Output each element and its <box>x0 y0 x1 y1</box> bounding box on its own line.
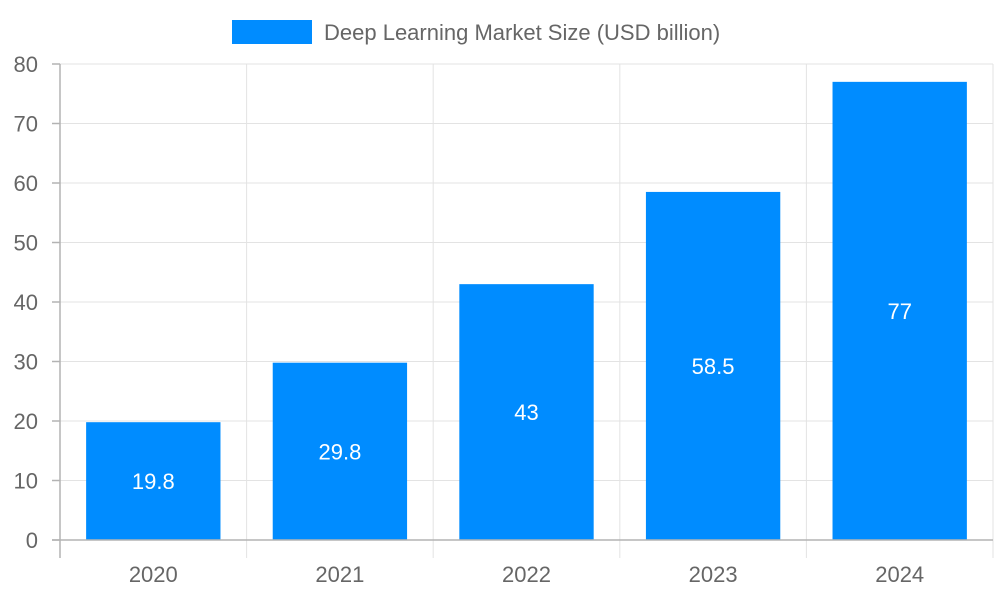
x-tick-label: 2020 <box>129 562 178 587</box>
data-label-2020: 19.8 <box>132 469 175 494</box>
data-label-2022: 43 <box>514 400 538 425</box>
legend-swatch <box>232 20 312 44</box>
y-tick-label: 10 <box>14 469 38 494</box>
axes <box>52 64 993 558</box>
y-tick-label: 60 <box>14 171 38 196</box>
bar-2020[interactable] <box>86 422 221 540</box>
x-tick-label: 2022 <box>502 562 551 587</box>
x-tick-label: 2024 <box>875 562 924 587</box>
y-tick-label: 80 <box>14 52 38 77</box>
x-tick-label: 2023 <box>689 562 738 587</box>
x-axis-ticks: 2020 2021 2022 2023 2024 <box>129 562 924 587</box>
bar-2022[interactable] <box>459 284 594 540</box>
data-label-2023: 58.5 <box>692 354 735 379</box>
legend: Deep Learning Market Size (USD billion) <box>232 20 720 45</box>
bar-2021[interactable] <box>272 362 408 540</box>
y-tick-label: 40 <box>14 290 38 315</box>
bar-2024[interactable] <box>832 81 967 540</box>
bars <box>86 81 967 541</box>
bar-2023[interactable] <box>645 191 781 541</box>
y-tick-label: 70 <box>14 112 38 137</box>
data-labels: 19.8 29.8 43 58.5 77 <box>132 299 912 494</box>
data-label-2024: 77 <box>887 299 911 324</box>
legend-label: Deep Learning Market Size (USD billion) <box>324 20 720 45</box>
data-label-2021: 29.8 <box>318 439 361 464</box>
y-tick-label: 0 <box>26 528 38 553</box>
x-tick-label: 2021 <box>315 562 364 587</box>
y-tick-label: 20 <box>14 409 38 434</box>
y-axis-ticks: 0 10 20 30 40 50 60 70 80 <box>14 52 60 553</box>
y-tick-label: 50 <box>14 231 38 256</box>
y-tick-label: 30 <box>14 350 38 375</box>
